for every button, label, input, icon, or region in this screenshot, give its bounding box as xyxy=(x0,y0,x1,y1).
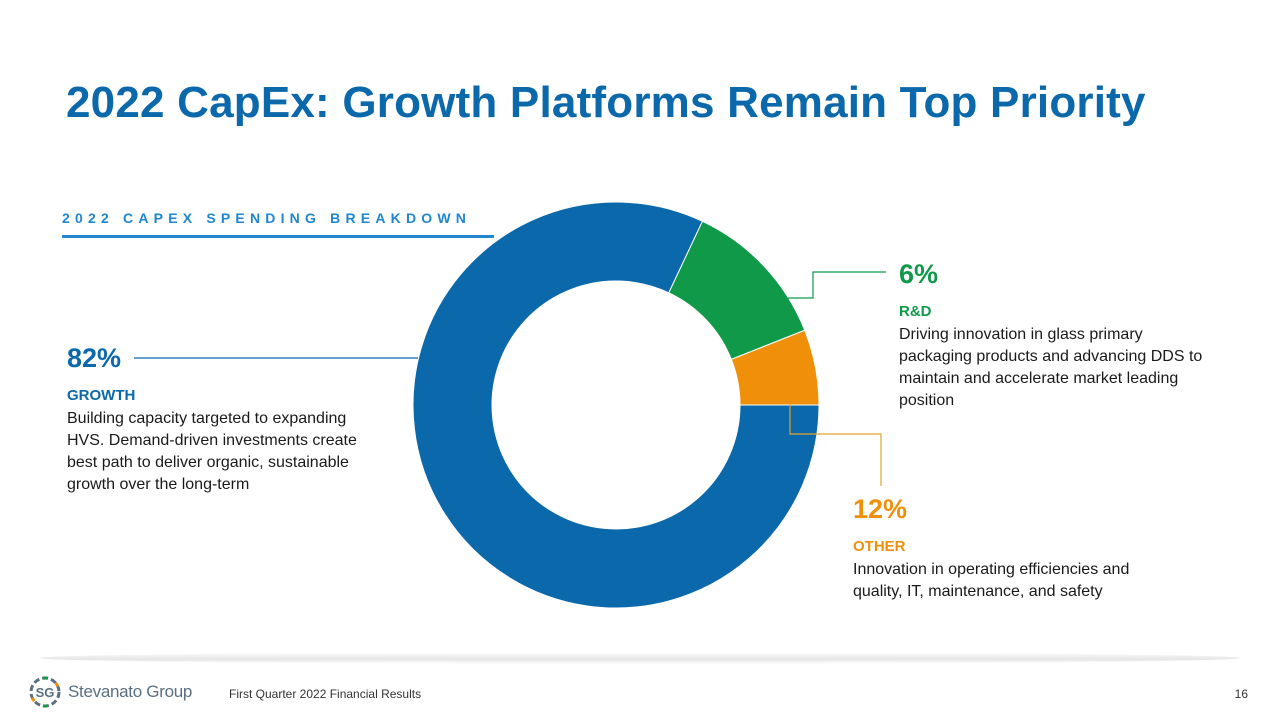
logo-text: Stevanato Group xyxy=(68,682,193,701)
rd-percent: 6% xyxy=(899,259,939,289)
rd-category: R&D xyxy=(899,303,932,320)
callout-rd: 6% R&D Driving innovation in glass prima… xyxy=(899,258,1219,412)
other-description: Innovation in operating efficiencies and… xyxy=(853,561,1130,600)
other-category: OTHER xyxy=(853,538,906,555)
page-number: 16 xyxy=(1234,687,1248,701)
section-label: 2022 CAPEX SPENDING BREAKDOWN xyxy=(62,210,472,226)
company-logo: SG Stevanato Group xyxy=(28,675,192,709)
footer-shadow xyxy=(40,652,1240,664)
stevanato-logo-icon: SG xyxy=(29,676,61,708)
rd-description: Driving innovation in glass primary pack… xyxy=(899,326,1203,409)
growth-description: Building capacity targeted to expanding … xyxy=(67,410,357,493)
slice-other xyxy=(730,329,820,406)
growth-percent: 82% xyxy=(67,343,122,373)
slice-growth xyxy=(412,201,820,609)
report-name: First Quarter 2022 Financial Results xyxy=(229,687,422,701)
callout-other: 12% OTHER Innovation in operating effici… xyxy=(853,493,1183,603)
slide-title: 2022 CapEx: Growth Platforms Remain Top … xyxy=(66,78,1146,127)
other-percent: 12% xyxy=(853,494,908,524)
leader-line-other xyxy=(789,404,882,486)
logo-mark: SG xyxy=(36,685,55,700)
callout-growth: 82% GROWTH Building capacity targeted to… xyxy=(67,342,387,496)
section-divider xyxy=(62,235,494,238)
growth-category: GROWTH xyxy=(67,387,136,404)
leader-line-rd xyxy=(788,271,886,299)
